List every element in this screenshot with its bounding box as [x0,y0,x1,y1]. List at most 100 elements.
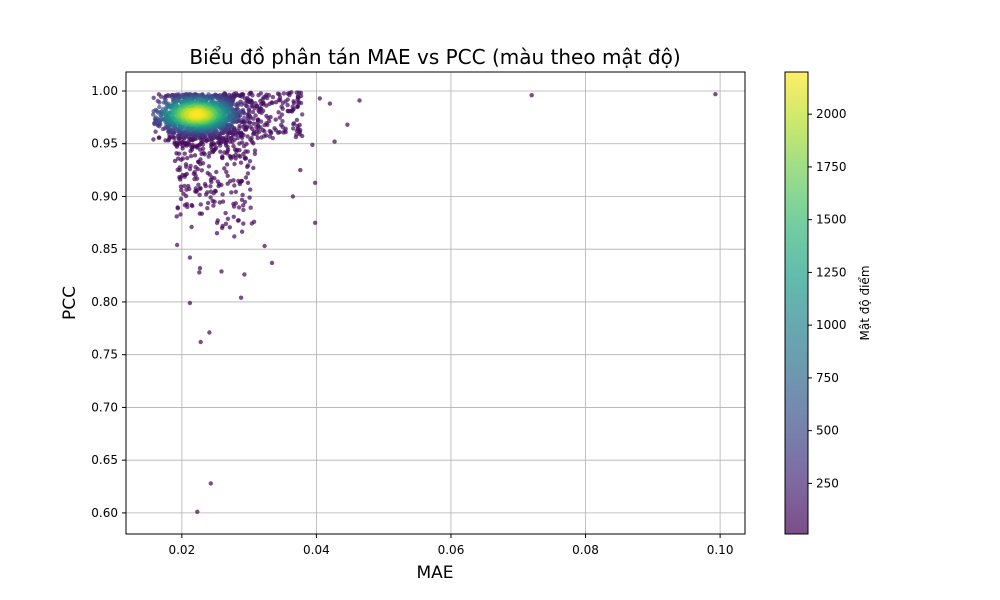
scatter-point [273,117,278,122]
scatter-point [232,161,237,167]
scatter-point [248,187,253,192]
x-tick-label: 0.02 [168,543,195,557]
scatter-point [178,184,184,189]
scatter-point [207,330,212,335]
x-axis-label: MAE [416,563,453,583]
scatter-point [290,194,296,199]
scatter-point [269,260,275,266]
scatter-point [258,91,264,96]
scatter-point [172,158,178,164]
scatter-point [205,200,211,206]
scatter-point [256,123,261,129]
scatter-point [233,189,238,194]
scatter-point [245,180,251,185]
colorbar-tick-label: 500 [816,424,839,438]
y-tick-label: 0.70 [91,400,118,414]
scatter-point [240,192,245,198]
scatter-point [205,170,210,176]
scatter-point [187,300,193,306]
scatter-point [227,225,232,230]
scatter-point [241,203,246,208]
scatter-point [270,94,276,100]
y-tick-label: 0.80 [91,295,118,309]
scatter-point [252,151,258,156]
scatter-point [280,100,286,106]
scatter-point [255,135,260,141]
scatter-point [249,104,254,109]
scatter-point [199,151,204,156]
scatter-point [220,223,225,229]
scatter-point [198,339,203,345]
scatter-point [252,129,257,134]
scatter-point [240,140,245,145]
y-tick-label: 1.00 [91,84,118,98]
scatter-point [312,220,318,225]
scatter-point [345,122,350,127]
scatter-point [185,204,190,210]
scatter-point [151,137,156,142]
scatter-point [179,187,184,193]
scatter-point [192,153,198,158]
scatter-point [279,104,284,109]
scatter-point [174,151,179,156]
y-tick-label: 0.85 [91,242,118,256]
scatter-point [157,135,162,140]
colorbar-tick-label: 1000 [816,318,847,332]
scatter-point [262,243,267,249]
scatter-point [209,179,214,185]
scatter-point [151,95,156,101]
scatter-point [249,221,254,226]
scatter-point [197,270,202,275]
scatter-point [174,214,179,219]
scatter-point [222,166,227,171]
scatter-point [230,139,235,144]
colorbar-label: Mật độ điểm [858,265,872,340]
scatter-point [177,177,183,182]
colorbar-tick-label: 2000 [816,107,847,121]
scatter-point [281,91,287,96]
scatter-point [238,133,244,139]
scatter-point [190,203,195,209]
scatter-point [190,144,195,150]
scatter-point [231,214,236,219]
scatter-point [529,93,534,98]
scatter-point [236,218,241,223]
scatter-point [195,509,200,514]
scatter-point [199,168,204,173]
scatter-point [236,205,242,210]
scatter-point [151,112,156,117]
scatter-point [224,169,229,175]
y-axis-label: PCC [60,286,80,320]
scatter-point [259,135,264,140]
scatter-point [198,161,203,167]
colorbar-tick-label: 750 [816,371,839,385]
scatter-point [175,205,180,210]
scatter-point [297,130,302,135]
scatter-point [197,192,202,197]
scatter-point [184,187,189,192]
scatter-point [246,108,252,113]
x-tick-label: 0.06 [438,543,465,557]
scatter-point [208,184,213,189]
scatter-point [220,192,225,197]
scatter-point [232,183,237,188]
scatter-point [238,160,244,165]
scatter-point [219,269,224,274]
scatter-point [277,129,282,135]
scatter-point [249,135,254,141]
scatter-point [185,155,190,161]
scatter-point [187,255,193,260]
scatter-point [194,176,200,181]
scatter-point [182,151,187,156]
scatter-point [257,129,262,134]
scatter-point [215,140,221,145]
scatter-point [193,186,198,191]
scatter-point [332,139,337,144]
scatter-point [157,104,162,110]
scatter-point [295,104,300,110]
scatter-point [184,164,189,169]
scatter-point [182,183,187,189]
scatter-point [294,132,299,137]
scatter-point [251,165,256,171]
scatter-point [192,169,197,175]
